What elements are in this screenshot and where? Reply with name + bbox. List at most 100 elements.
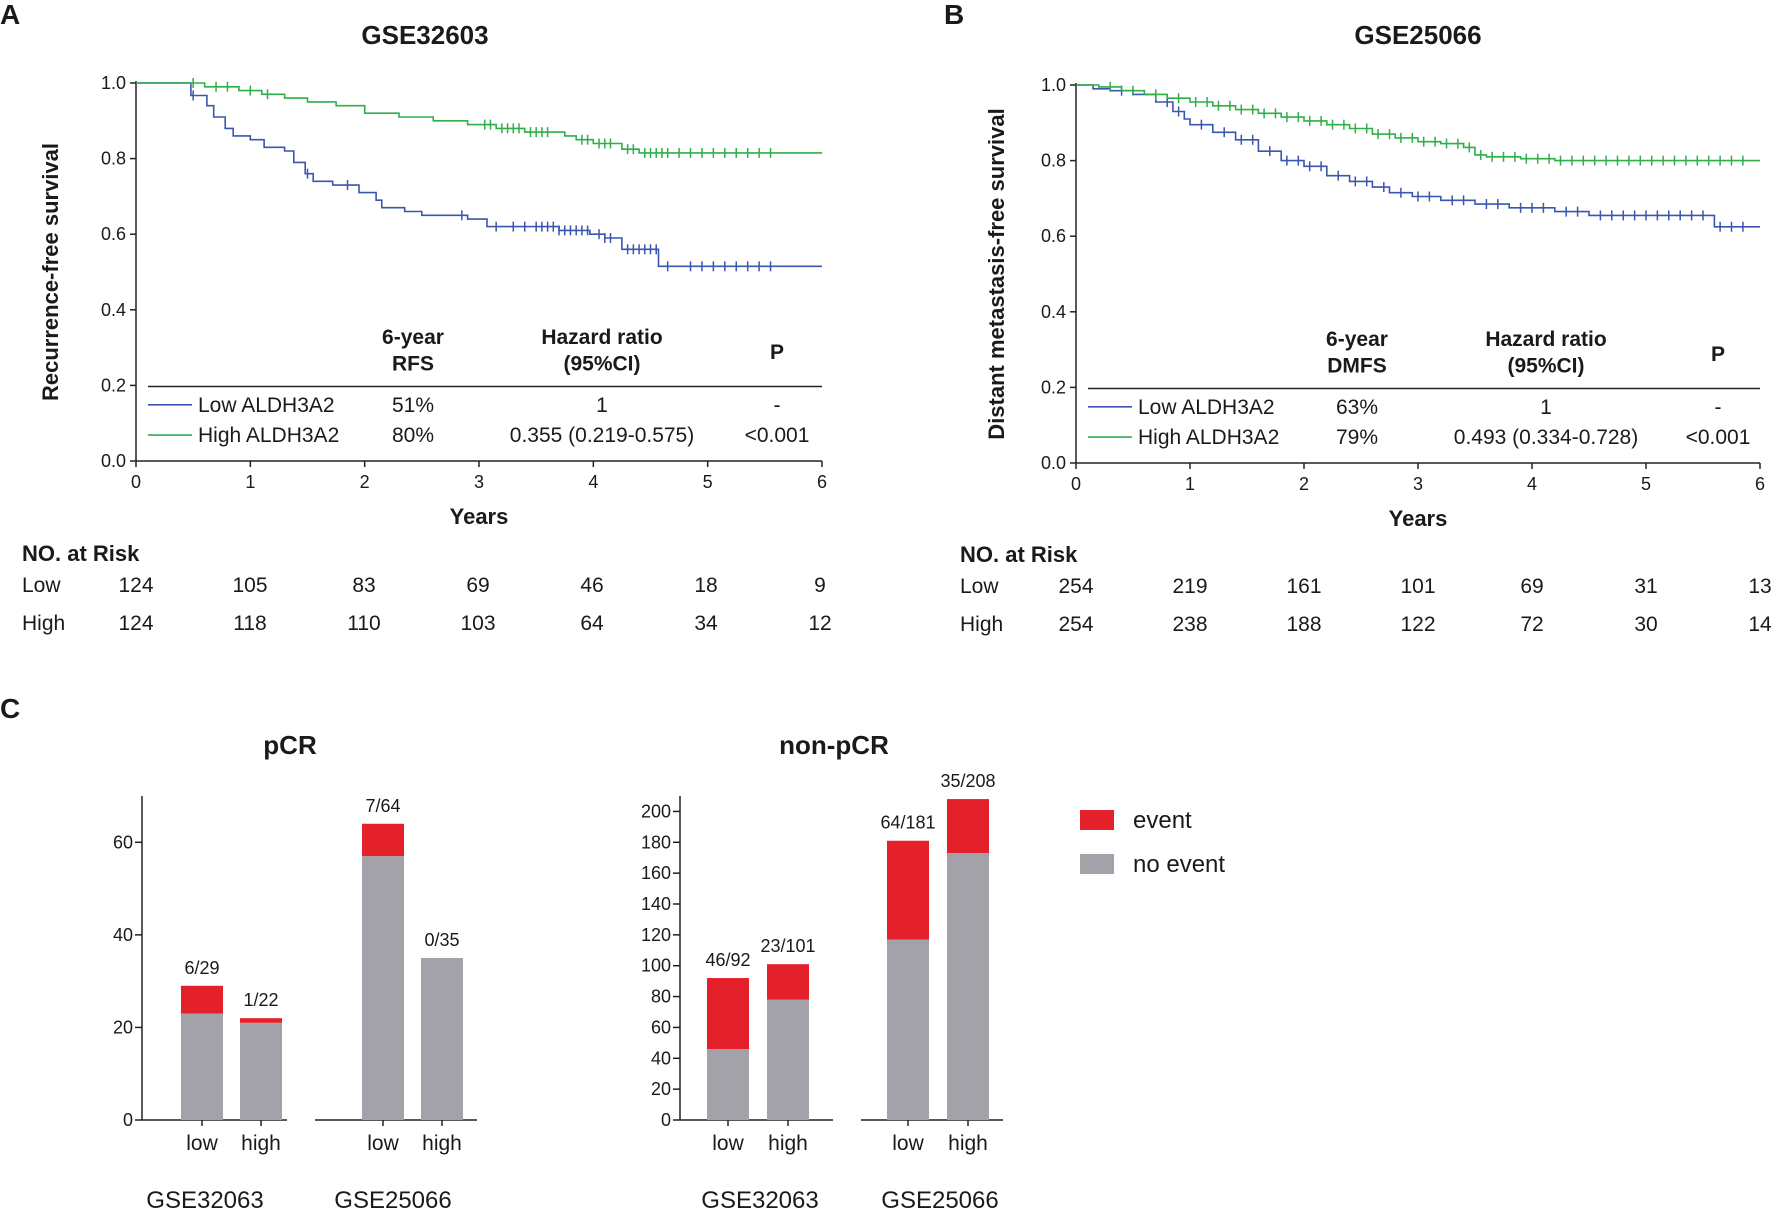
x-tick-label: 1: [245, 472, 255, 492]
risk-row-label: Low: [960, 575, 999, 598]
table-row-label: Low ALDH3A2: [198, 394, 335, 417]
bar-no-event: [362, 856, 404, 1120]
risk-value: 118: [233, 612, 266, 635]
x-tick-label: 4: [1527, 474, 1537, 494]
bar-event: [947, 799, 989, 854]
table-p-value: -: [774, 394, 781, 417]
risk-value: 30: [1634, 613, 1657, 636]
risk-value: 31: [1634, 575, 1657, 598]
bar-event: [181, 985, 223, 1014]
table-header-p: P: [770, 341, 784, 364]
y-tick-label: 100: [641, 956, 671, 976]
table-rate: 51%: [392, 394, 434, 417]
y-tick-label: 0.4: [101, 300, 126, 320]
table-header-rate-2: RFS: [392, 352, 434, 375]
chart-title: non-pCR: [779, 730, 889, 760]
table-rate: 80%: [392, 424, 434, 447]
risk-value: 103: [460, 612, 495, 635]
survival-curve-high: [1076, 84, 1760, 162]
risk-value: 83: [352, 574, 375, 597]
legend-swatch-event: [1080, 810, 1114, 830]
table-row-label: High ALDH3A2: [198, 424, 339, 447]
table-header-hr-2: (95%CI): [563, 352, 640, 375]
risk-value: 254: [1058, 575, 1093, 598]
category-label: high: [948, 1132, 988, 1155]
bar-event: [240, 1018, 282, 1023]
group-label: GSE25066: [881, 1187, 998, 1213]
x-tick-label: 6: [1755, 474, 1765, 494]
x-tick-label: 4: [588, 472, 598, 492]
x-axis-label: Years: [450, 504, 509, 529]
category-label: low: [367, 1132, 399, 1155]
x-axis-label: Years: [1389, 506, 1448, 531]
y-axis-label: Recurrence-free survival: [38, 143, 63, 401]
y-tick-label: 0.8: [101, 149, 126, 169]
y-tick-label: 0.6: [1041, 226, 1066, 246]
chart-title: GSE25066: [1354, 20, 1481, 50]
category-label: high: [241, 1132, 281, 1155]
legend-c: event no event: [1080, 807, 1225, 878]
x-tick-label: 3: [474, 472, 484, 492]
y-tick-label: 180: [641, 832, 671, 852]
bar-annotation: 1/22: [243, 990, 278, 1010]
bar-event: [887, 840, 929, 940]
table-p-value: -: [1715, 396, 1722, 419]
category-label: low: [892, 1132, 924, 1155]
risk-value: 13: [1748, 575, 1771, 598]
y-tick-label: 60: [113, 832, 133, 852]
y-tick-label: 0.2: [101, 375, 126, 395]
risk-value: 122: [1400, 613, 1435, 636]
legend-swatch-no-event: [1080, 854, 1114, 874]
y-tick-label: 0: [123, 1110, 133, 1130]
legend-label: event: [1133, 807, 1192, 834]
survival-curve-high: [136, 82, 822, 154]
y-tick-label: 40: [651, 1048, 671, 1068]
y-tick-label: 200: [641, 801, 671, 821]
risk-value: 34: [694, 612, 718, 635]
category-label: high: [768, 1132, 808, 1155]
y-tick-label: 60: [651, 1017, 671, 1037]
survival-curve-low: [136, 82, 822, 268]
panel-label-c: C: [0, 693, 20, 724]
bar-annotation: 7/64: [365, 796, 400, 816]
table-header-p: P: [1711, 343, 1725, 366]
x-tick-label: 3: [1413, 474, 1423, 494]
y-tick-label: 0: [661, 1110, 671, 1130]
x-tick-label: 0: [1071, 474, 1081, 494]
y-tick-label: 160: [641, 863, 671, 883]
table-rate: 79%: [1336, 426, 1378, 449]
x-tick-label: 0: [131, 472, 141, 492]
y-tick-label: 140: [641, 894, 671, 914]
table-header-rate-1: 6-year: [382, 326, 444, 349]
bar-annotation: 23/101: [760, 936, 815, 956]
category-label: low: [186, 1132, 218, 1155]
bar-event: [767, 964, 809, 1000]
y-tick-label: 0.4: [1041, 302, 1066, 322]
risk-value: 18: [694, 574, 717, 597]
risk-value: 64: [580, 612, 604, 635]
risk-value: 110: [347, 612, 380, 635]
y-tick-label: 120: [641, 925, 671, 945]
group-label: GSE32063: [146, 1187, 263, 1213]
risk-value: 254: [1058, 613, 1093, 636]
panel-label-a: A: [0, 0, 20, 30]
risk-row-label: Low: [22, 574, 61, 597]
legend-label: no event: [1133, 851, 1225, 878]
x-tick-label: 2: [1299, 474, 1309, 494]
x-tick-label: 1: [1185, 474, 1195, 494]
bar-annotation: 6/29: [184, 958, 219, 978]
panel-label-b: B: [944, 0, 964, 30]
risk-value: 101: [1400, 575, 1435, 598]
group-label: GSE25066: [334, 1187, 451, 1213]
risk-value: 161: [1286, 575, 1321, 598]
table-hazard-ratio: 1: [1540, 396, 1552, 419]
category-label: high: [422, 1132, 462, 1155]
y-tick-label: 1.0: [1041, 75, 1066, 95]
bar-event: [707, 978, 749, 1050]
bar-no-event: [767, 999, 809, 1120]
risk-value: 124: [118, 612, 153, 635]
bar-panel-pcr: pCR 0 20 40 60 6/29 low 1/22 high 7/64 low 0/35 high…: [113, 730, 477, 1214]
bar-no-event: [181, 1013, 223, 1120]
